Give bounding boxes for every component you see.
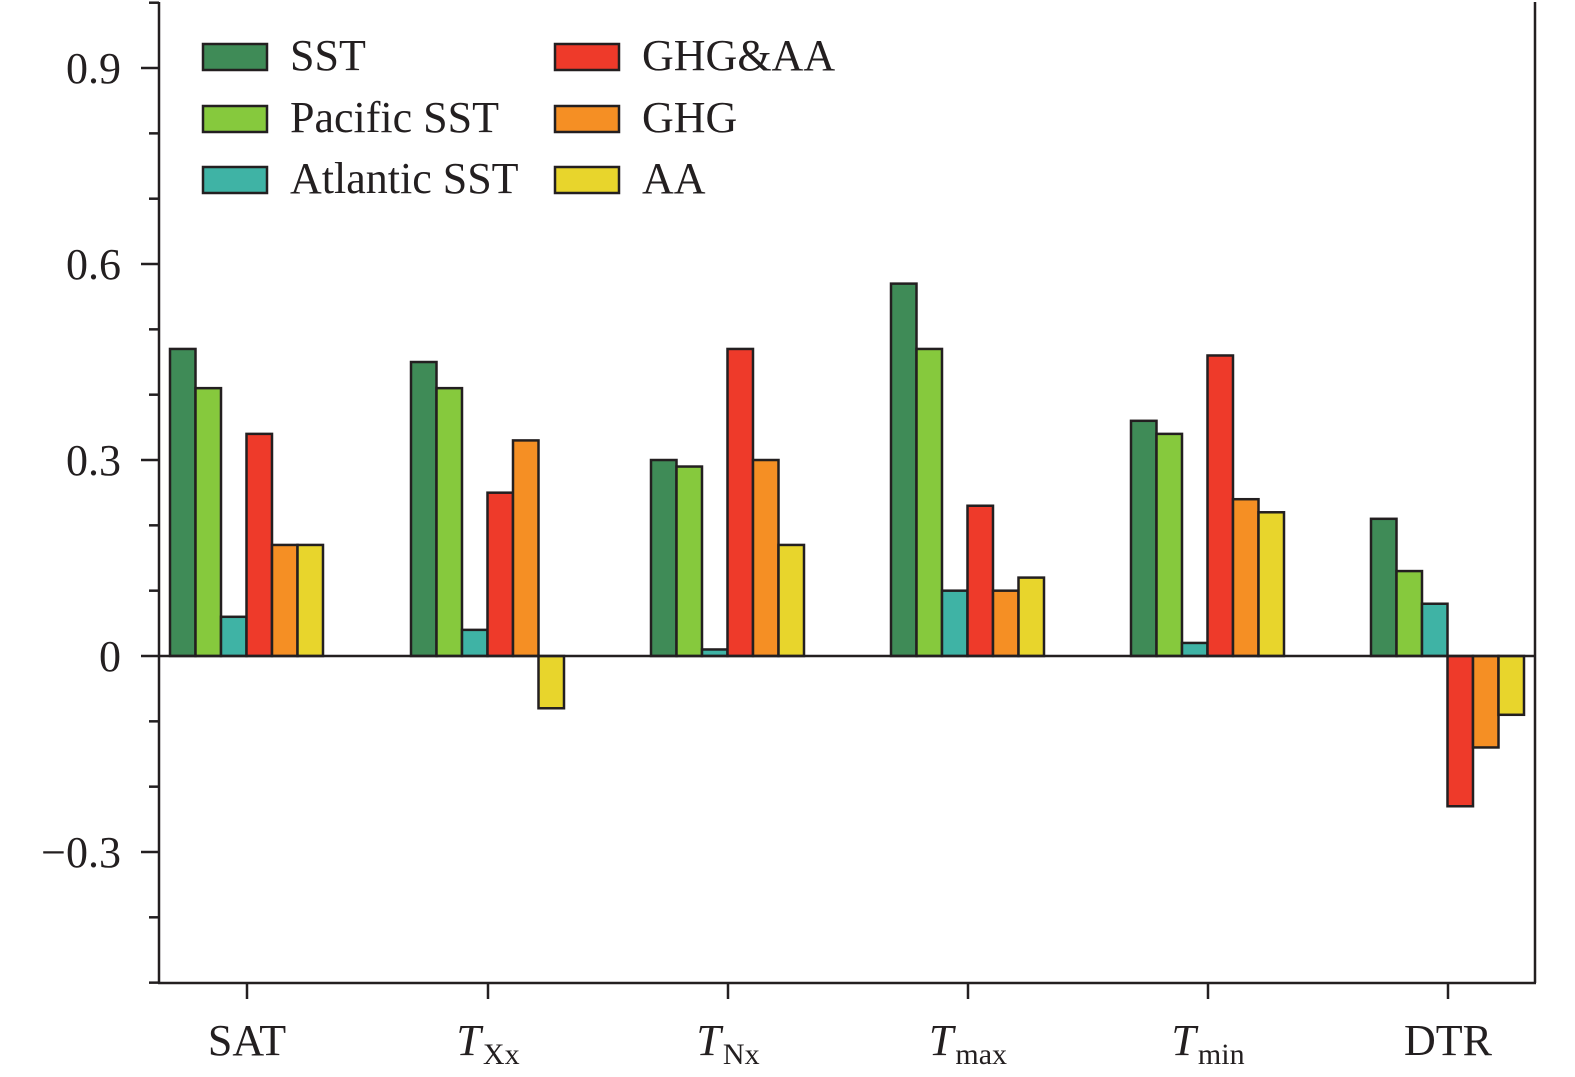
bar-aa-dtr	[1497, 654, 1526, 717]
bar-ghg-aa-sat	[245, 432, 274, 658]
bar-ghg-tmax	[991, 589, 1020, 658]
bar-sst-sat	[168, 347, 197, 658]
bar-ghg-tmin	[1231, 497, 1260, 658]
legend-swatch-ghg-aa	[553, 42, 621, 72]
bar-ghg-aa-dtr	[1446, 654, 1475, 808]
bar-atlantic-sst-dtr	[1420, 602, 1449, 658]
x-tick-label-dtr: DTR	[1404, 1016, 1493, 1065]
y-tick-label: 0.6	[66, 240, 121, 289]
legend-swatch-atlantic-sst	[201, 165, 269, 195]
legend: SST Pacific SST Atlantic SST GHG&AA GHG AA	[201, 31, 835, 203]
bar-sst-tnx	[649, 458, 678, 658]
bar-pacific-sst-tmin	[1155, 432, 1184, 658]
bar-ghg-tnx	[751, 458, 780, 658]
legend-swatch-ghg	[553, 104, 621, 134]
legend-label-sst: SST	[290, 31, 366, 80]
x-tick-label-txx: TXx	[456, 1016, 519, 1071]
legend-label-aa: AA	[642, 154, 706, 203]
bar-atlantic-sst-tmin	[1180, 641, 1209, 658]
bar-aa-tmax	[1017, 576, 1046, 658]
legend-swatch-sst	[201, 42, 269, 72]
bar-pacific-sst-sat	[194, 386, 223, 658]
legend-swatch-pacific-sst	[201, 104, 269, 134]
x-tick-label-tmin: Tmin	[1171, 1016, 1244, 1071]
y-tick-label: 0.3	[66, 436, 121, 485]
bar-sst-tmin	[1129, 419, 1158, 658]
bar-pacific-sst-txx	[435, 386, 464, 658]
legend-label-atlantic-sst: Atlantic SST	[290, 154, 519, 203]
bar-aa-txx	[537, 654, 566, 710]
bar-aa-tmin	[1257, 511, 1286, 658]
y-tick-label: 0	[99, 632, 121, 681]
bar-ghg-dtr	[1471, 654, 1500, 749]
bars-layer	[168, 282, 1526, 808]
axes-layer: 0.9 0.6 0.3 0 −0.3 SAT TXx TNx Tmax Tmin DTR	[41, 1, 1537, 1071]
bar-atlantic-sst-tmax	[940, 589, 969, 658]
bar-ghg-txx	[511, 439, 540, 658]
legend-label-pacific-sst: Pacific SST	[290, 93, 499, 142]
bar-pacific-sst-dtr	[1395, 569, 1424, 658]
legend-label-ghg: GHG	[642, 93, 737, 142]
bar-pacific-sst-tmax	[915, 347, 944, 658]
bar-sst-dtr	[1369, 517, 1398, 658]
bar-aa-sat	[296, 543, 325, 658]
bar-ghg-aa-tmin	[1206, 354, 1235, 658]
bar-ghg-aa-tmax	[966, 504, 995, 658]
bar-pacific-sst-tnx	[675, 465, 704, 658]
bar-aa-tnx	[777, 543, 806, 658]
bar-ghg-aa-tnx	[726, 347, 755, 658]
bar-ghg-sat	[270, 543, 299, 658]
bar-sst-tmax	[889, 282, 918, 658]
legend-label-ghg-aa: GHG&AA	[642, 31, 835, 80]
bar-ghg-aa-txx	[486, 491, 515, 658]
bar-atlantic-sst-sat	[219, 615, 248, 658]
bar-sst-txx	[409, 360, 438, 658]
bar-atlantic-sst-txx	[460, 628, 489, 658]
x-tick-label-sat: SAT	[208, 1016, 286, 1065]
x-tick-label-tnx: TNx	[696, 1016, 759, 1071]
y-tick-label: 0.9	[66, 44, 121, 93]
y-tick-label: −0.3	[41, 828, 121, 877]
legend-swatch-aa	[553, 165, 621, 195]
x-tick-label-tmax: Tmax	[929, 1016, 1007, 1071]
